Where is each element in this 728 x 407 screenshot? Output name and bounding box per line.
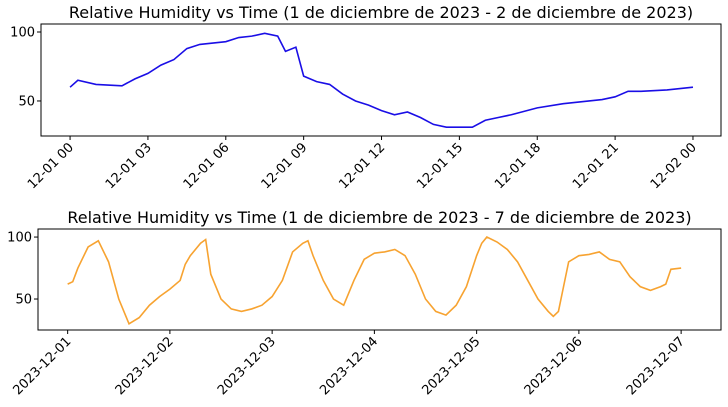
x-tick-label: 2023-12-06 <box>522 334 586 398</box>
axes-frame <box>37 228 722 331</box>
x-tick-label: 2023-12-03 <box>215 334 279 398</box>
x-tick-label: 12-01 15 <box>414 140 466 192</box>
chart-title: Relative Humidity vs Time (1 de diciembr… <box>67 208 691 227</box>
x-tick-label: 2023-12-04 <box>317 334 381 398</box>
y-tick-label: 50 <box>18 94 35 109</box>
x-tick-label: 2023-12-05 <box>419 334 483 398</box>
data-line <box>67 236 682 325</box>
y-tick-label: 100 <box>10 26 35 41</box>
x-tick-label: 12-01 09 <box>259 140 311 192</box>
y-tick-label: 50 <box>15 293 32 308</box>
x-tick-label: 2023-12-02 <box>113 334 177 398</box>
data-line <box>69 32 694 128</box>
x-tick-label: 12-02 00 <box>648 140 700 192</box>
x-tick-label: 12-01 06 <box>181 140 233 192</box>
x-tick-label: 12-01 12 <box>336 140 388 192</box>
x-tick-label: 12-01 21 <box>570 140 622 192</box>
x-tick-label: 12-01 18 <box>492 140 544 192</box>
y-tick-label: 100 <box>7 231 32 246</box>
axes-frame <box>40 23 722 137</box>
x-tick-label: 12-01 03 <box>103 140 155 192</box>
chart-title: Relative Humidity vs Time (1 de diciembr… <box>69 3 693 22</box>
x-tick-label: 2023-12-01 <box>10 334 74 398</box>
x-tick-label: 2023-12-07 <box>624 334 688 398</box>
x-tick-label: 12-01 00 <box>25 140 77 192</box>
